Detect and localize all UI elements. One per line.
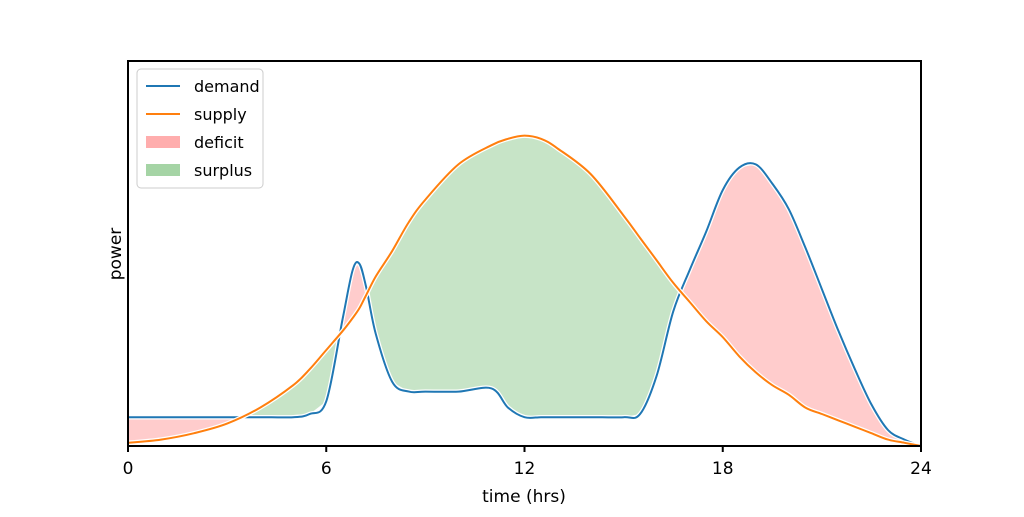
legend-label-deficit: deficit — [194, 133, 244, 152]
x-axis: 0 6 12 18 24 — [123, 446, 932, 479]
supply-line — [127, 134, 922, 447]
x-tick-label: 6 — [321, 459, 332, 479]
legend-label-surplus: surplus — [194, 161, 252, 180]
deficit-area — [339, 263, 368, 335]
surplus-area — [240, 334, 340, 418]
legend-label-supply: supply — [194, 105, 247, 124]
x-tick-label: 0 — [123, 459, 134, 479]
demand-line — [128, 162, 922, 447]
surplus-area — [367, 135, 681, 418]
legend-label-demand: demand — [194, 77, 260, 96]
legend: demand supply deficit surplus — [136, 68, 264, 189]
series-layer — [127, 133, 922, 449]
x-tick-label: 24 — [910, 459, 932, 479]
x-tick-label: 12 — [514, 459, 536, 479]
legend-swatch-surplus — [146, 164, 180, 176]
x-axis-label: time (hrs) — [482, 487, 566, 507]
x-tick-label: 18 — [712, 459, 734, 479]
legend-swatch-deficit — [146, 136, 180, 148]
deficit-area — [681, 164, 921, 446]
deficit-area — [128, 417, 241, 443]
legend-frame — [136, 68, 264, 189]
y-axis-label: power — [106, 228, 126, 281]
fill-layer — [128, 135, 921, 446]
